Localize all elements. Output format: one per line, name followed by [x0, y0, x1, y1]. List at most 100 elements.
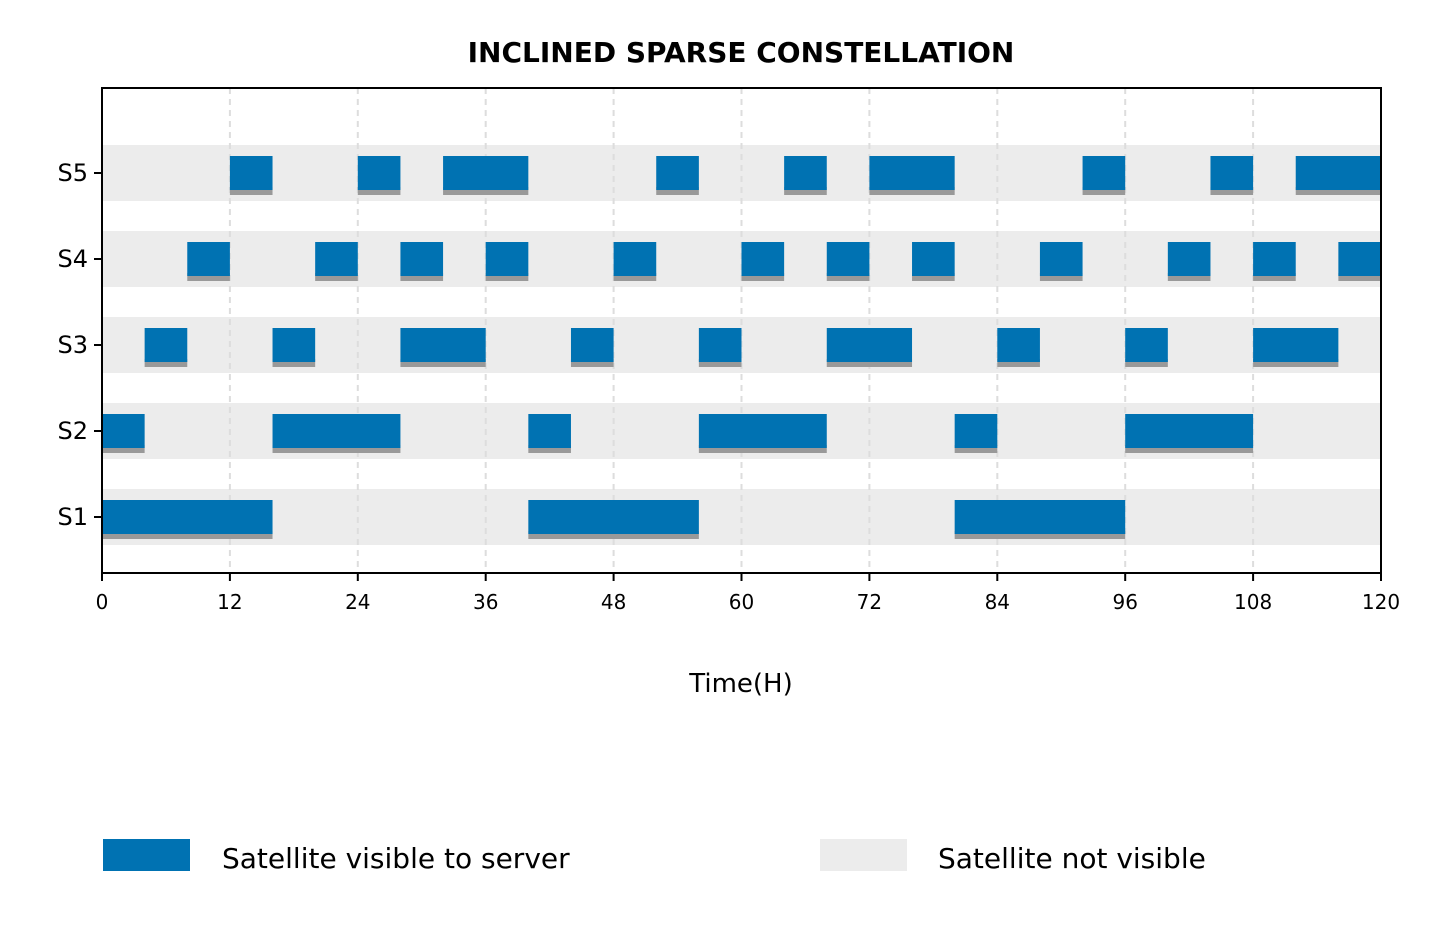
bar-shadow: [443, 187, 529, 195]
bar-s3: [144, 328, 188, 362]
chart-title: INCLINED SPARSE CONSTELLATION: [468, 36, 1015, 69]
bar-shadow: [997, 359, 1040, 367]
bar-shadow: [229, 187, 273, 195]
bar-shadow: [1210, 187, 1254, 195]
bar-shadow: [1253, 359, 1339, 367]
bar-shadow: [741, 273, 785, 281]
bar-shadow: [357, 187, 401, 195]
bar-shadow: [826, 273, 870, 281]
bar-shadow: [1125, 359, 1168, 367]
bar-shadow: [698, 359, 742, 367]
legend-label: Satellite visible to server: [222, 842, 570, 875]
bar-shadow: [400, 273, 444, 281]
bar-shadow: [656, 187, 699, 195]
x-tick-label: 72: [857, 590, 882, 614]
bar-shadow: [1039, 273, 1083, 281]
bar-s3: [1125, 328, 1168, 362]
bar-shadow: [144, 359, 188, 367]
bar-s4: [1039, 242, 1083, 276]
bar-s4: [613, 242, 657, 276]
bar-shadow: [869, 187, 955, 195]
y-tick-label: S1: [57, 503, 88, 531]
bar-s5: [1082, 156, 1126, 190]
x-axis-label: Time(H): [688, 669, 792, 699]
bar-s2: [102, 414, 145, 448]
bar-s4: [741, 242, 785, 276]
visibility-bars: [102, 156, 1381, 539]
bar-shadow: [1338, 273, 1381, 281]
x-tick-label: 48: [601, 590, 626, 614]
y-tick-label: S2: [57, 417, 88, 445]
bar-s3: [570, 328, 614, 362]
bar-s3: [698, 328, 742, 362]
bar-shadow: [954, 531, 1126, 539]
legend-swatch: [820, 839, 907, 871]
bar-shadow: [528, 531, 699, 539]
bar-shadow: [485, 273, 529, 281]
bar-s4: [315, 242, 358, 276]
bar-s4: [485, 242, 529, 276]
bar-s5: [1210, 156, 1254, 190]
bar-s1: [954, 500, 1126, 534]
x-tick-label: 12: [217, 590, 242, 614]
bar-s2: [698, 414, 827, 448]
bar-shadow: [954, 445, 998, 453]
bar-s3: [997, 328, 1040, 362]
bar-s4: [1167, 242, 1211, 276]
bar-shadow: [315, 273, 358, 281]
bar-s4: [912, 242, 955, 276]
bar-s1: [102, 500, 273, 534]
bar-shadow: [1167, 273, 1211, 281]
x-tick-label: 60: [729, 590, 754, 614]
bar-shadow: [613, 273, 657, 281]
x-tick-label: 120: [1362, 590, 1400, 614]
x-tick-label: 36: [473, 590, 498, 614]
bar-shadow: [826, 359, 913, 367]
bar-shadow: [528, 445, 571, 453]
bar-shadow: [1253, 273, 1296, 281]
bar-s2: [1125, 414, 1254, 448]
bar-shadow: [187, 273, 230, 281]
bar-shadow: [1082, 187, 1126, 195]
bar-s5: [229, 156, 273, 190]
bar-s5: [357, 156, 401, 190]
bar-s4: [826, 242, 870, 276]
bar-s4: [400, 242, 444, 276]
bar-shadow: [1295, 187, 1381, 195]
bar-s2: [272, 414, 401, 448]
bar-s5: [1295, 156, 1381, 190]
bar-shadow: [1125, 445, 1254, 453]
y-tick-label: S4: [57, 245, 88, 273]
bar-s2: [954, 414, 998, 448]
bar-s3: [1253, 328, 1339, 362]
bar-s4: [187, 242, 230, 276]
x-tick-label: 96: [1112, 590, 1137, 614]
x-tick-label: 24: [345, 590, 370, 614]
bar-s2: [528, 414, 571, 448]
legend: Satellite visible to server Satellite not…: [103, 839, 1206, 875]
bar-s5: [784, 156, 827, 190]
bar-s5: [443, 156, 529, 190]
bar-s4: [1253, 242, 1296, 276]
bar-shadow: [784, 187, 827, 195]
bar-shadow: [400, 359, 486, 367]
bar-s3: [272, 328, 316, 362]
bar-s4: [1338, 242, 1381, 276]
bar-shadow: [102, 531, 273, 539]
bar-s1: [528, 500, 699, 534]
legend-label: Satellite not visible: [938, 842, 1206, 875]
x-tick-label: 84: [985, 590, 1010, 614]
bar-shadow: [272, 445, 401, 453]
y-axis-ticks: S1 S2 S3 S4 S5: [57, 159, 102, 531]
bar-shadow: [698, 445, 827, 453]
x-tick-label: 108: [1234, 590, 1272, 614]
bar-shadow: [912, 273, 955, 281]
y-tick-label: S5: [57, 159, 88, 187]
bar-shadow: [272, 359, 316, 367]
bar-s3: [400, 328, 486, 362]
y-tick-label: S3: [57, 331, 88, 359]
x-tick-label: 0: [96, 590, 109, 614]
legend-swatch: [103, 839, 190, 871]
bar-s5: [656, 156, 699, 190]
